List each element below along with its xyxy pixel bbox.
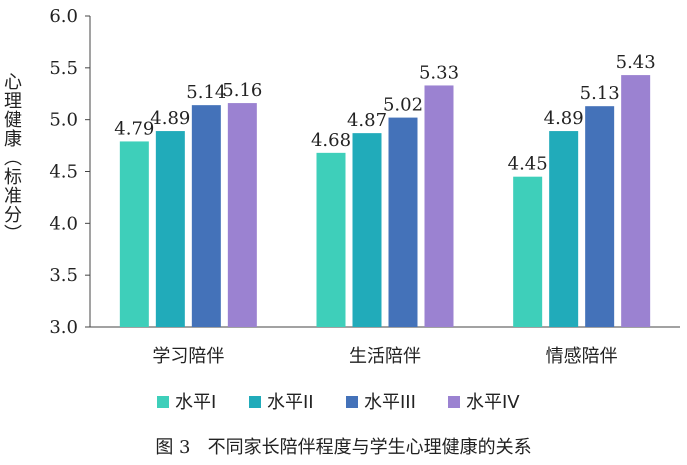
bar <box>549 131 579 327</box>
bar-value-label: 5.14 <box>186 82 226 103</box>
legend-swatch <box>157 396 169 408</box>
bar-value-label: 5.13 <box>580 83 620 104</box>
bar <box>513 176 543 327</box>
legend-label: 水平IV <box>466 392 520 413</box>
y-tick-label: 3.5 <box>49 265 78 286</box>
bar <box>585 106 615 327</box>
y-tick-label: 4.0 <box>49 213 78 234</box>
y-tick-label: 5.5 <box>49 58 78 79</box>
legend-label: 水平I <box>175 392 216 413</box>
y-tick-label: 3.0 <box>49 317 78 338</box>
bar-value-label: 4.89 <box>150 108 190 129</box>
bar <box>316 152 346 327</box>
legend-label: 水平II <box>267 392 314 413</box>
bar-value-label: 4.79 <box>114 118 154 139</box>
x-category-label: 学习陪伴 <box>152 346 224 367</box>
bar <box>388 117 418 328</box>
x-category-label: 情感陪伴 <box>546 346 618 367</box>
x-category-label: 生活陪伴 <box>349 346 421 367</box>
bar <box>424 85 454 327</box>
bar <box>191 105 221 327</box>
bar-value-label: 5.33 <box>419 62 459 83</box>
bar-value-label: 4.45 <box>508 154 548 175</box>
bar <box>352 133 382 327</box>
bar-value-label: 5.43 <box>616 52 656 73</box>
bar-value-label: 4.89 <box>544 108 584 129</box>
y-axis-label: 心理健康（标准分） <box>1 72 22 243</box>
legend-swatch <box>249 396 261 408</box>
bar <box>155 131 185 327</box>
y-tick-label: 6.0 <box>49 6 78 27</box>
bar-value-label: 4.68 <box>311 130 351 151</box>
bar-value-label: 5.02 <box>383 95 423 116</box>
figure-caption: 图 3 不同家长陪伴程度与学生心理健康的关系 <box>155 437 532 458</box>
bar <box>621 75 651 327</box>
legend-swatch <box>346 396 358 408</box>
legend-label: 水平III <box>364 392 416 413</box>
y-tick-label: 5.0 <box>49 110 78 131</box>
bar-value-label: 5.16 <box>222 80 262 101</box>
legend-swatch <box>448 396 460 408</box>
bar <box>119 141 149 327</box>
bar <box>227 103 257 327</box>
y-tick-label: 4.5 <box>49 162 78 183</box>
bar-value-label: 4.87 <box>347 110 387 131</box>
